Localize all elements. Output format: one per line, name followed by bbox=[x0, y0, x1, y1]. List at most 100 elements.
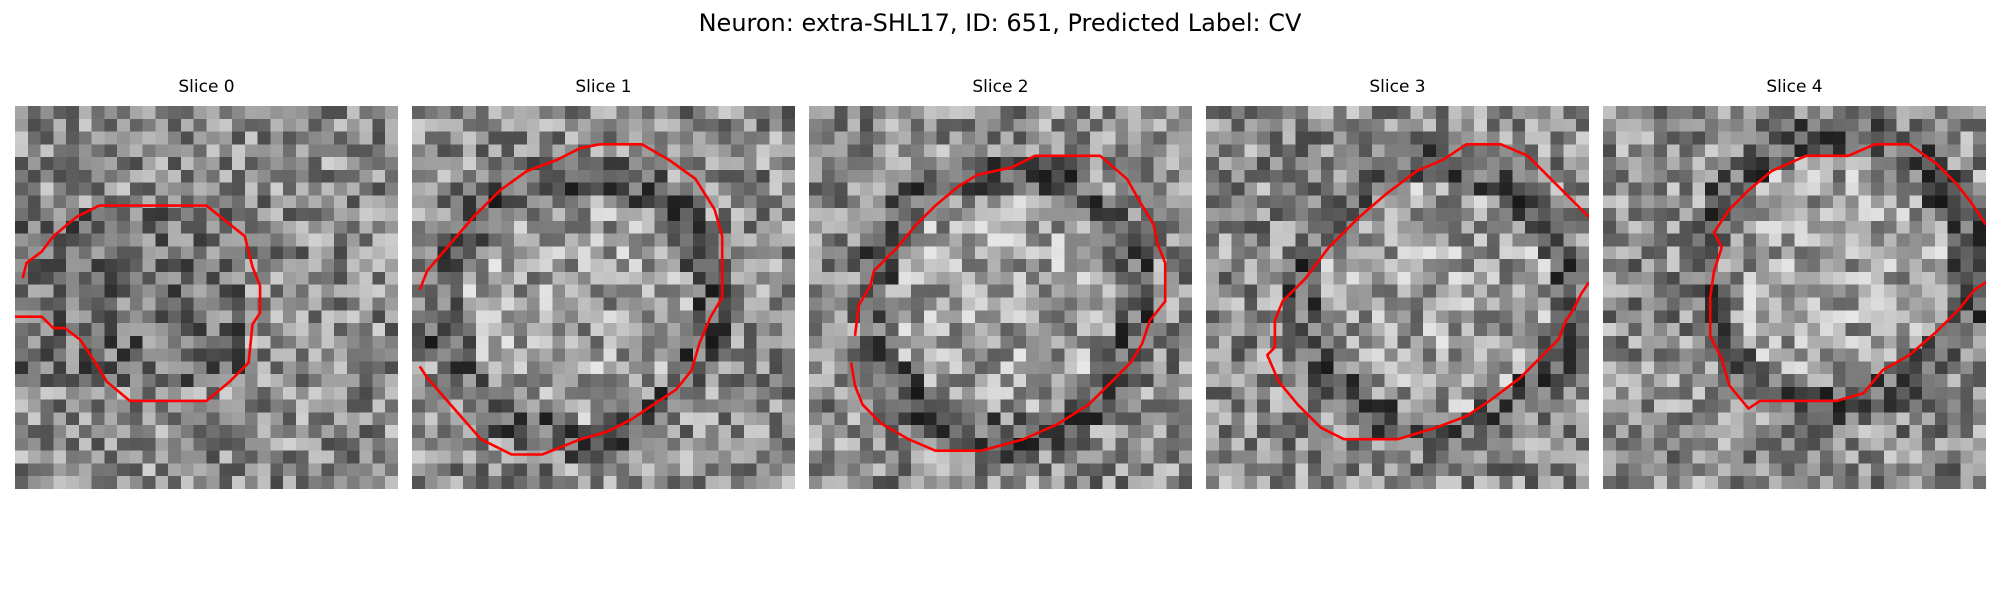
pixel-cell bbox=[1000, 476, 1014, 489]
pixel-cell bbox=[1038, 271, 1053, 286]
pixel-cell bbox=[283, 169, 297, 184]
pixel-cell bbox=[78, 144, 93, 158]
pixel-cell bbox=[1397, 437, 1411, 452]
pixel-cell bbox=[1448, 169, 1462, 184]
pixel-cell bbox=[1525, 450, 1539, 465]
pixel-cell bbox=[949, 335, 963, 350]
pixel-cell bbox=[809, 323, 823, 337]
pixel-cell bbox=[1308, 425, 1322, 439]
pixel-cell bbox=[359, 386, 374, 401]
pixel-cell bbox=[1603, 297, 1617, 311]
pixel-cell bbox=[488, 271, 502, 286]
pixel-cell bbox=[616, 463, 630, 477]
pixel-cell bbox=[1512, 374, 1526, 388]
pixel-cell bbox=[654, 195, 668, 209]
pixel-cell bbox=[1038, 169, 1053, 184]
pixel-cell bbox=[1679, 425, 1693, 439]
pixel-cell bbox=[834, 246, 848, 260]
pixel-cell bbox=[1218, 348, 1233, 362]
pixel-cell bbox=[321, 297, 335, 311]
pixel-cell bbox=[974, 361, 989, 375]
pixel-cell bbox=[1486, 323, 1501, 337]
pixel-cell bbox=[1410, 335, 1424, 350]
pixel-cell bbox=[1423, 271, 1437, 286]
pixel-cell bbox=[475, 463, 490, 477]
pixel-cell bbox=[437, 131, 451, 145]
pixel-cell bbox=[372, 271, 386, 286]
pixel-cell bbox=[1206, 106, 1220, 120]
pixel-cell bbox=[104, 259, 118, 273]
pixel-cell bbox=[1206, 399, 1220, 413]
pixel-cell bbox=[692, 310, 707, 324]
pixel-cell bbox=[1000, 463, 1014, 477]
pixel-cell bbox=[1333, 106, 1348, 120]
pixel-cell bbox=[1883, 463, 1898, 477]
pixel-cell bbox=[1013, 463, 1027, 477]
pixel-cell bbox=[898, 374, 912, 388]
pixel-cell bbox=[1257, 450, 1271, 465]
pixel-cell bbox=[1717, 412, 1732, 426]
pixel-cell bbox=[1641, 144, 1655, 158]
pixel-cell bbox=[372, 182, 386, 196]
pixel-cell bbox=[1486, 118, 1501, 133]
pixel-cell bbox=[872, 297, 887, 311]
pixel-cell bbox=[514, 271, 528, 286]
pixel-cell bbox=[1615, 450, 1630, 465]
pixel-cell bbox=[1512, 169, 1526, 184]
pixel-cell bbox=[1064, 195, 1078, 209]
pixel-cell bbox=[1089, 437, 1104, 452]
pixel-cell bbox=[463, 297, 477, 311]
pixel-cell bbox=[1166, 157, 1180, 171]
pixel-cell bbox=[974, 118, 989, 133]
pixel-cell bbox=[603, 399, 617, 413]
pixel-cell bbox=[1486, 463, 1501, 477]
pixel-cell bbox=[475, 118, 490, 133]
pixel-cell bbox=[692, 284, 707, 299]
pixel-cell bbox=[1089, 323, 1104, 337]
pixel-cell bbox=[782, 259, 795, 273]
pixel-cell bbox=[1794, 246, 1808, 260]
pixel-cell bbox=[1448, 450, 1462, 465]
pixel-cell bbox=[283, 195, 297, 209]
pixel-cell bbox=[1730, 259, 1745, 273]
pixel-cell bbox=[1140, 412, 1155, 426]
pixel-cell bbox=[872, 182, 887, 196]
pixel-cell bbox=[1269, 271, 1284, 286]
pixel-cell bbox=[1153, 106, 1168, 120]
pixel-cell bbox=[1346, 169, 1360, 184]
pixel-cell bbox=[308, 169, 322, 184]
pixel-cell bbox=[219, 348, 233, 362]
pixel-cell bbox=[1013, 386, 1027, 401]
pixel-cell bbox=[769, 361, 783, 375]
pixel-cell bbox=[1563, 463, 1577, 477]
pixel-cell bbox=[1666, 106, 1681, 120]
pixel-cell bbox=[847, 335, 861, 350]
pixel-cell bbox=[526, 182, 541, 196]
pixel-cell bbox=[872, 220, 887, 235]
pixel-cell bbox=[629, 374, 643, 388]
pixel-cell bbox=[1550, 118, 1565, 133]
pixel-cell bbox=[117, 310, 131, 324]
pixel-cell bbox=[359, 182, 374, 196]
pixel-cell bbox=[1896, 233, 1910, 248]
pixel-cell bbox=[1512, 386, 1526, 401]
pixel-cell bbox=[769, 157, 783, 171]
pixel-cell bbox=[1231, 169, 1245, 184]
pixel-cell bbox=[129, 220, 144, 235]
pixel-cell bbox=[308, 437, 322, 452]
pixel-cell bbox=[1858, 106, 1872, 120]
pixel-cell bbox=[91, 118, 105, 133]
pixel-cell bbox=[667, 323, 681, 337]
pixel-cell bbox=[117, 284, 131, 299]
pixel-cell bbox=[1512, 182, 1526, 196]
pixel-cell bbox=[1934, 437, 1949, 452]
pixel-cell bbox=[283, 284, 297, 299]
pixel-cell bbox=[911, 386, 925, 401]
pixel-cell bbox=[1410, 182, 1424, 196]
pixel-cell bbox=[463, 335, 477, 350]
pixel-cell bbox=[962, 284, 976, 299]
pixel-cell bbox=[450, 386, 464, 401]
pixel-cell bbox=[1474, 131, 1488, 145]
pixel-cell bbox=[565, 386, 579, 401]
pixel-cell bbox=[1922, 425, 1936, 439]
